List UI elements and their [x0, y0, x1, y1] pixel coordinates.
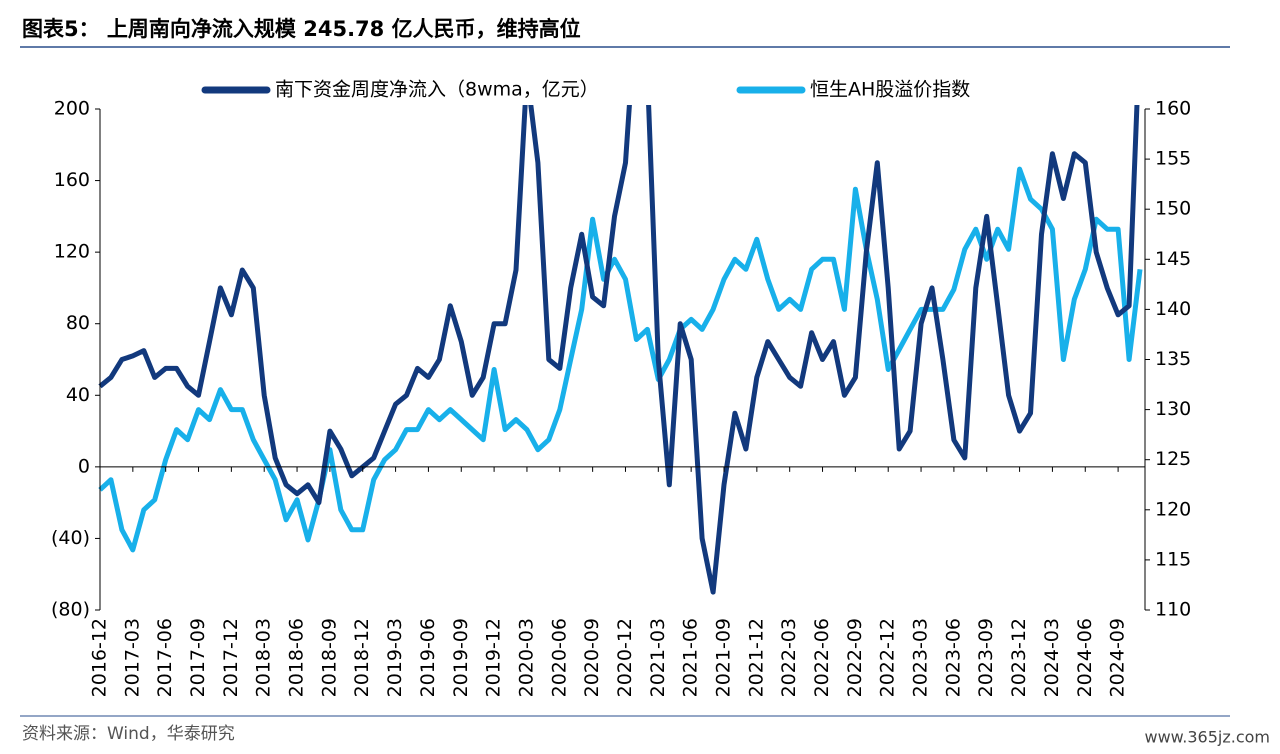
y2-tick-label: 135 — [1155, 348, 1191, 370]
y-tick-label: (40) — [51, 527, 90, 549]
x-tick-label: 2022-03 — [778, 618, 800, 697]
x-tick-label: 2016-12 — [89, 618, 111, 697]
y2-tick-label: 125 — [1155, 448, 1191, 470]
x-tick-label: 2017-06 — [154, 618, 176, 697]
x-tick-label: 2019-12 — [483, 618, 505, 697]
x-tick-label: 2023-06 — [942, 618, 964, 697]
x-tick-label: 2021-06 — [680, 618, 702, 697]
y2-tick-label: 110 — [1155, 599, 1191, 621]
y-tick-label: 40 — [66, 384, 90, 406]
x-tick-label: 2024-06 — [1074, 618, 1096, 697]
y-tick-label: 160 — [54, 169, 90, 191]
y-tick-label: 80 — [66, 312, 90, 334]
source-note: 资料来源：Wind，华泰研究 — [22, 724, 235, 744]
x-tick-label: 2017-12 — [220, 618, 242, 697]
x-tick-label: 2019-09 — [450, 618, 472, 697]
y-tick-label: (80) — [51, 599, 90, 621]
x-tick-label: 2019-03 — [384, 618, 406, 697]
x-tick-label: 2020-06 — [548, 618, 570, 697]
x-tick-label: 2020-12 — [614, 618, 636, 697]
series-line — [98, 166, 1143, 553]
x-tick-label: 2021-12 — [745, 618, 767, 697]
x-tick-label: 2019-06 — [417, 618, 439, 697]
y-tick-label: 200 — [54, 98, 90, 120]
x-tick-label: 2023-03 — [910, 618, 932, 697]
x-tick-label: 2021-03 — [647, 618, 669, 697]
x-tick-label: 2017-09 — [187, 618, 209, 697]
x-tick-label: 2023-12 — [1008, 618, 1030, 697]
x-tick-label: 2022-09 — [844, 618, 866, 697]
x-tick-label: 2018-06 — [286, 618, 308, 697]
x-tick-label: 2023-09 — [975, 618, 997, 697]
x-tick-label: 2018-12 — [351, 618, 373, 697]
x-tick-label: 2022-06 — [811, 618, 833, 697]
y2-tick-label: 150 — [1155, 198, 1191, 220]
y2-tick-label: 140 — [1155, 298, 1191, 320]
y-tick-label: 0 — [78, 455, 90, 477]
y2-tick-label: 130 — [1155, 398, 1191, 420]
x-tick-label: 2020-09 — [581, 618, 603, 697]
x-tick-label: 2018-03 — [253, 618, 275, 697]
x-tick-label: 2021-09 — [713, 618, 735, 697]
chart-title: 图表5： 上周南向净流入规模 245.78 亿人民币，维持高位 — [22, 17, 581, 41]
y2-tick-label: 115 — [1155, 548, 1191, 570]
plot-area — [98, 105, 1143, 595]
x-tick-label: 2017-03 — [121, 618, 143, 697]
x-tick-label: 2018-09 — [318, 618, 340, 697]
y-tick-label: 120 — [54, 241, 90, 263]
y2-tick-label: 160 — [1155, 98, 1191, 120]
x-tick-label: 2024-09 — [1107, 618, 1129, 697]
x-tick-label: 2020-03 — [515, 618, 537, 697]
legend-label: 南下资金周度净流入（8wma，亿元） — [275, 79, 599, 101]
legend-label: 恒生AH股溢价指数 — [810, 79, 970, 101]
series-line — [98, 105, 1140, 595]
x-tick-label: 2024-03 — [1041, 618, 1063, 697]
y2-tick-label: 120 — [1155, 498, 1191, 520]
y2-tick-label: 155 — [1155, 148, 1191, 170]
watermark: www.365jz.com — [1144, 728, 1270, 747]
x-tick-label: 2022-12 — [877, 618, 899, 697]
y2-tick-label: 145 — [1155, 248, 1191, 270]
